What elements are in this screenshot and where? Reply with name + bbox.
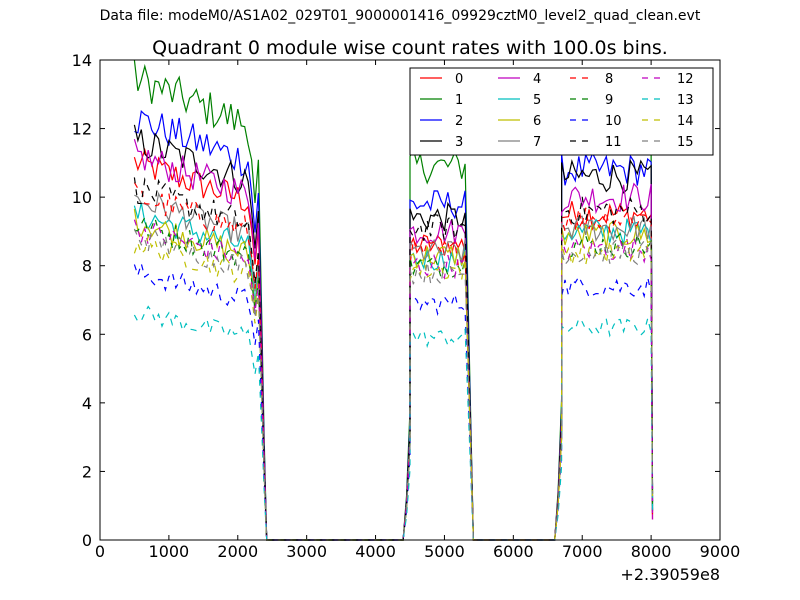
x-tick-label: 0 [95,542,105,561]
legend-label-13: 13 [677,93,694,108]
y-tick-label: 0 [82,531,92,550]
series-lines [133,60,654,541]
legend-label-9: 9 [605,93,613,108]
series-line-9 [134,215,654,541]
chart-title: Quadrant 0 module wise count rates with … [152,37,668,59]
y-tick-label: 10 [72,188,92,207]
series-line-0 [133,147,654,541]
x-tick-label: 2000 [217,542,258,561]
legend-label-0: 0 [455,72,463,87]
y-tick-label: 12 [72,120,92,139]
x-axis-ticks: 0 1000 2000 3000 4000 5000 6000 7000 8000 9000 [95,60,740,561]
x-tick-label: 4000 [355,542,396,561]
series-line-2 [134,109,654,541]
legend-label-2: 2 [455,114,463,129]
x-offset-label: +2.39059e8 [620,565,720,584]
legend-box [409,67,714,156]
legend-label-5: 5 [533,93,541,108]
legend-label-8: 8 [605,72,613,87]
legend-label-10: 10 [605,114,622,129]
x-tick-label: 6000 [493,542,534,561]
series-line-11 [133,177,654,541]
series-line-15 [133,228,654,541]
x-tick-label: 9000 [700,542,741,561]
series-line-13 [133,305,654,541]
suptitle-data-file: Data file: modeM0/AS1A02_029T01_90000014… [99,8,701,24]
y-tick-label: 2 [82,462,92,481]
legend-label-11: 11 [605,135,622,150]
y-tick-label: 6 [82,325,92,344]
legend-label-14: 14 [677,114,694,129]
y-tick-label: 8 [82,257,92,276]
y-tick-label: 4 [82,394,92,413]
y-tick-label: 14 [72,51,92,70]
legend-label-6: 6 [533,114,541,129]
series-line-8 [133,182,654,541]
legend-label-12: 12 [677,72,694,87]
x-tick-label: 8000 [631,542,672,561]
series-line-7 [134,191,654,541]
legend-label-4: 4 [533,72,541,87]
x-tick-label: 1000 [149,542,190,561]
legend-label-1: 1 [455,93,463,108]
x-tick-label: 3000 [286,542,327,561]
x-tick-label: 7000 [562,542,603,561]
plot-frame [99,59,721,541]
x-tick-label: 5000 [424,542,465,561]
legend-label-15: 15 [677,135,694,150]
legend-label-7: 7 [533,135,541,150]
legend-label-3: 3 [455,135,463,150]
series-line-12 [133,219,654,541]
series-line-3 [133,124,654,541]
series-line-4 [133,139,654,541]
